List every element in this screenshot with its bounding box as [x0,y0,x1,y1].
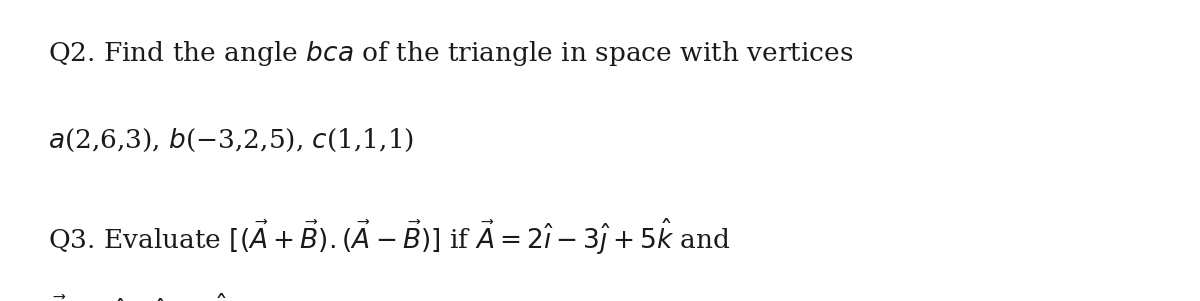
Text: Q2. Find the angle $\mathit{bca}$ of the triangle in space with vertices: Q2. Find the angle $\mathit{bca}$ of the… [48,39,853,68]
Text: $\vec{B}=3\hat{\imath}+\hat{\jmath}-2\hat{k}$: $\vec{B}=3\hat{\imath}+\hat{\jmath}-2\ha… [48,292,229,301]
Text: Q3. Evaluate $[(\vec{A}+\vec{B}).(\vec{A}-\vec{B})]$ if $\vec{A}=2\hat{\imath}-3: Q3. Evaluate $[(\vec{A}+\vec{B}).(\vec{A… [48,217,731,257]
Text: $\mathit{a}$(2,6,3), $\mathit{b}$(−3,2,5), $\mathit{c}$(1,1,1): $\mathit{a}$(2,6,3), $\mathit{b}$(−3,2,5… [48,126,414,154]
